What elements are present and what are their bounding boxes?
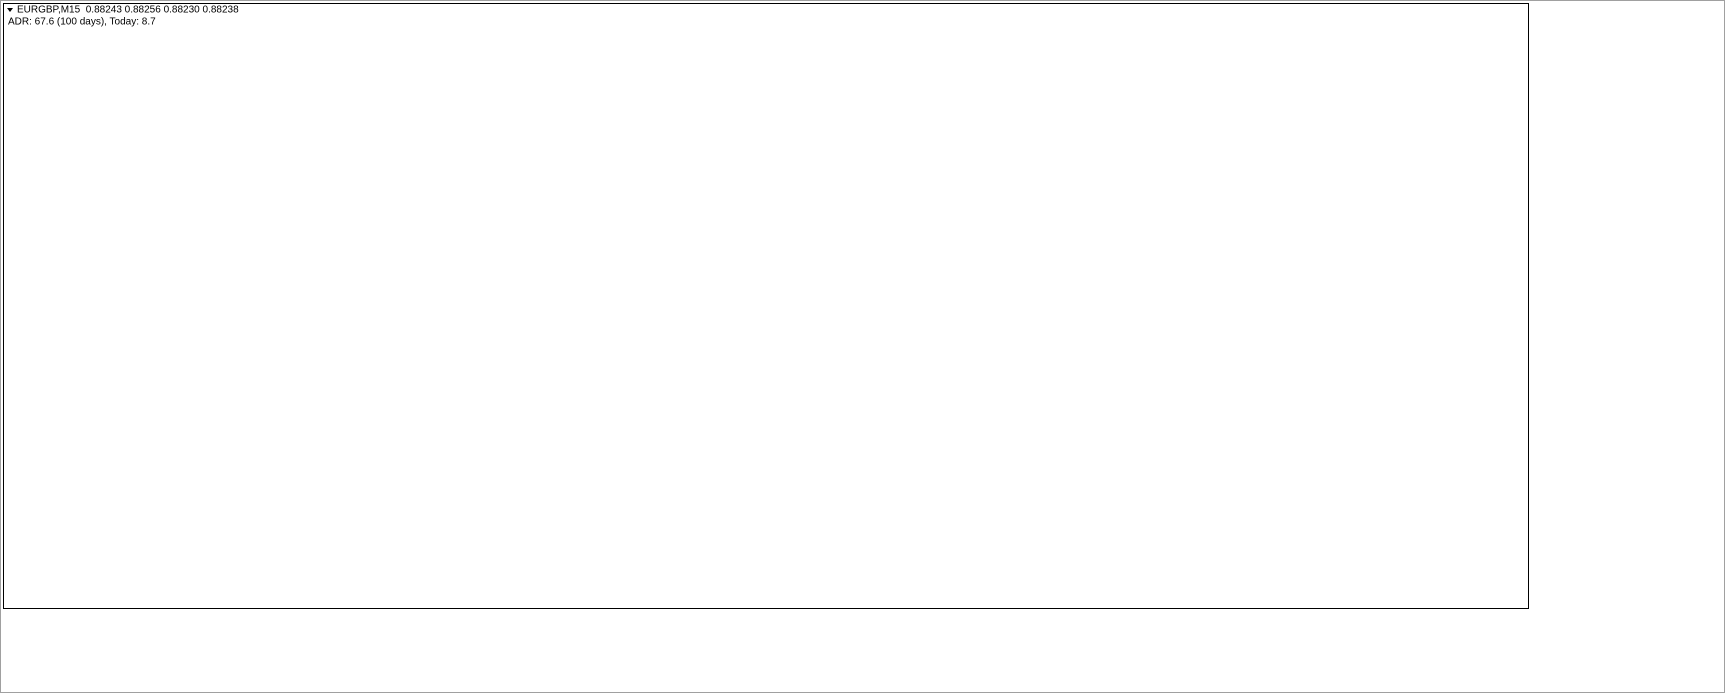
menu-arrow[interactable]: [7, 8, 13, 12]
chart-subheader: ADR: 67.6 (100 days), Today: 8.7: [8, 17, 156, 28]
plot-border: [3, 3, 1529, 609]
chart-header: EURGBP,M15 0.88243 0.88256 0.88230 0.882…: [17, 5, 239, 16]
